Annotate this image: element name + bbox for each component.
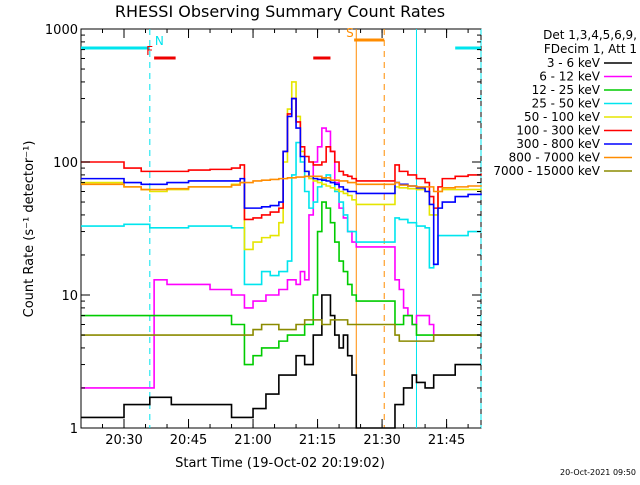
legend-label: 6 - 12 keV [539, 70, 601, 84]
legend-label: 25 - 50 keV [532, 97, 601, 111]
series-line-1 [81, 127, 481, 389]
legend-label: 100 - 300 keV [516, 124, 600, 138]
legend-header-line-2: FDecim 1, Att 1 [544, 42, 637, 56]
flag-label-N: N [155, 34, 164, 48]
legend-header-line-1: Det 1,3,4,5,6,9, [543, 28, 637, 42]
y-tick-label: 1 [70, 422, 78, 437]
x-tick-label: 20:30 [105, 433, 142, 448]
reference-lines [149, 29, 482, 428]
series-line-6 [81, 97, 482, 266]
series-line-7 [81, 175, 482, 193]
x-tick-label: 21:45 [428, 433, 465, 448]
x-tick-label: 21:00 [234, 433, 271, 448]
y-axis-ticks: 1 10 100 1000 [45, 23, 481, 437]
y-tick-label: 100 [53, 156, 78, 171]
series-line-2 [81, 201, 481, 366]
legend-label: 7000 - 15000 keV [493, 164, 600, 178]
legend-label: 12 - 25 keV [532, 83, 601, 97]
y-tick-label: 1000 [45, 23, 78, 38]
legend-label: 3 - 6 keV [547, 56, 601, 70]
plot-frame [80, 28, 482, 429]
series-line-3 [81, 141, 481, 286]
series-line-4 [81, 81, 482, 251]
chart-title: RHESSI Observing Summary Count Rates [115, 2, 445, 21]
legend: Det 1,3,4,5,6,9, FDecim 1, Att 1 3 - 6 k… [493, 28, 637, 178]
flag-label-S: S [346, 26, 354, 40]
legend-label: 800 - 7000 keV [509, 151, 601, 165]
y-tick-label: 10 [61, 289, 78, 304]
series-line-8 [81, 319, 481, 342]
x-axis-label: Start Time (19-Oct-02 20:19:02) [175, 456, 385, 471]
series-line-0 [81, 294, 481, 429]
x-axis-ticks: 20:30 20:45 21:00 21:15 21:30 21:45 [102, 29, 469, 448]
timestamp: 20-Oct-2021 09:50 [560, 468, 636, 477]
flag-label-F: F [146, 44, 153, 58]
x-tick-label: 21:30 [363, 433, 400, 448]
x-tick-label: 20:45 [170, 433, 207, 448]
x-tick-label: 21:15 [299, 433, 336, 448]
y-axis-label: Count Rate (s⁻¹ detector⁻¹) [22, 141, 37, 318]
legend-label: 50 - 100 keV [524, 110, 601, 124]
series-layer [81, 81, 482, 429]
series-line-5 [81, 97, 482, 221]
flag-bars: NF S [81, 26, 481, 60]
legend-label: 300 - 800 keV [516, 137, 600, 151]
